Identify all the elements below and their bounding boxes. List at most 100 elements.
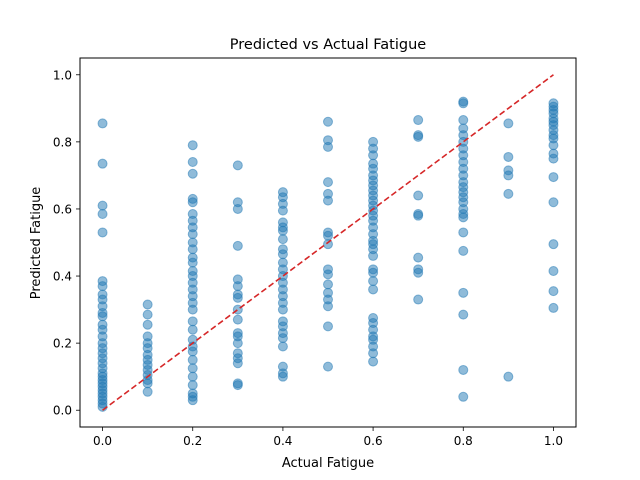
scatter-point: [232, 292, 243, 303]
scatter-point: [548, 153, 559, 164]
scatter-point: [142, 378, 153, 389]
scatter-point: [187, 316, 198, 327]
scatter-point: [187, 244, 198, 255]
y-tick-label: 0.8: [53, 135, 72, 149]
scatter-point: [503, 371, 514, 382]
scatter-point: [232, 358, 243, 369]
scatter-point: [458, 364, 469, 375]
scatter-point: [323, 195, 333, 206]
scatter-point: [97, 208, 108, 219]
scatter-point: [277, 205, 288, 216]
scatter-point: [187, 229, 198, 240]
scatter-point: [368, 267, 379, 278]
reference-line: [102, 74, 554, 411]
scatter-point: [368, 150, 379, 161]
scatter-point: [323, 141, 333, 152]
y-axis-label: Predicted Fatigue: [29, 187, 44, 300]
scatter-point: [187, 354, 198, 365]
scatter-point: [413, 267, 424, 278]
scatter-point: [232, 380, 243, 391]
scatter-point: [187, 197, 198, 208]
scatter-point: [232, 240, 243, 251]
scatter-point: [142, 309, 153, 320]
scatter-point: [548, 172, 559, 183]
scatter-point: [277, 371, 288, 382]
scatter-point: [187, 380, 198, 391]
scatter-point: [413, 294, 424, 305]
scatter-point: [413, 210, 424, 221]
scatter-point: [97, 311, 108, 322]
scatter-point: [142, 386, 153, 397]
scatter-point: [187, 371, 198, 382]
scatter-point: [142, 319, 153, 330]
scatter-point: [368, 356, 379, 367]
scatter-point: [413, 115, 424, 126]
x-tick-label: 0.0: [93, 434, 112, 448]
scatter-point: [458, 115, 469, 126]
scatter-point: [458, 227, 469, 238]
plot-frame: [79, 57, 577, 428]
scatter-point: [323, 239, 333, 250]
y-axis-ticks: 0.0 0.2 0.4 0.6 0.8 1.0: [53, 68, 80, 418]
scatter-point: [413, 190, 424, 201]
x-tick-label: 0.2: [183, 434, 202, 448]
scatter-point: [97, 200, 108, 211]
scatter-point: [187, 257, 198, 268]
scatter-point: [97, 158, 108, 169]
scatter-point: [232, 203, 243, 214]
scatter-point: [458, 287, 469, 298]
scatter-point: [187, 346, 198, 357]
scatter-point: [277, 333, 288, 344]
scatter-point: [187, 324, 198, 335]
scatter-point: [548, 286, 559, 297]
scatter-point: [548, 140, 559, 151]
scatter-point: [368, 284, 379, 295]
scatter-point: [323, 177, 333, 188]
scatter-point: [503, 188, 514, 199]
scatter-point: [187, 363, 198, 374]
scatter-point: [548, 266, 559, 277]
scatter-point: [323, 279, 333, 290]
scatter-point: [187, 168, 198, 179]
y-tick-label: 0.6: [53, 202, 72, 216]
scatter-point: [187, 140, 198, 151]
scatter-point: [503, 118, 514, 129]
scatter-point: [232, 338, 243, 349]
scatter-point: [97, 118, 108, 129]
points-layer: [97, 96, 559, 412]
scatter-point: [368, 276, 379, 287]
scatter-point: [97, 227, 108, 238]
scatter-point: [277, 341, 288, 352]
scatter-point: [277, 304, 288, 315]
x-tick-label: 0.4: [273, 434, 292, 448]
x-tick-label: 1.0: [544, 434, 563, 448]
y-tick-label: 0.0: [53, 404, 72, 418]
y-tick-label: 0.2: [53, 337, 72, 351]
scatter-point: [368, 250, 379, 261]
scatter-point: [503, 151, 514, 162]
x-tick-label: 0.6: [364, 434, 383, 448]
scatter-point: [323, 269, 333, 280]
scatter-point: [458, 245, 469, 256]
scatter-point: [187, 156, 198, 167]
scatter-point: [548, 197, 559, 208]
scatter-point: [503, 170, 514, 181]
scatter-point: [277, 234, 288, 245]
scatter-point: [458, 391, 469, 402]
scatter-point: [458, 309, 469, 320]
x-tick-label: 0.8: [454, 434, 473, 448]
x-axis-ticks: 0.0 0.2 0.4 0.6 0.8 1.0: [93, 427, 563, 448]
x-axis-label: Actual Fatigue: [282, 456, 374, 471]
scatter-point: [187, 304, 198, 315]
chart-title: Predicted vs Actual Fatigue: [230, 37, 426, 53]
scatter-point: [323, 301, 333, 312]
scatter-point: [277, 249, 288, 260]
y-tick-label: 0.4: [53, 270, 72, 284]
scatter-point: [458, 98, 469, 109]
scatter-point: [323, 230, 333, 241]
y-tick-label: 1.0: [53, 68, 72, 82]
scatter-point: [232, 160, 243, 171]
scatter-point: [548, 302, 559, 313]
scatter-point: [458, 212, 469, 223]
